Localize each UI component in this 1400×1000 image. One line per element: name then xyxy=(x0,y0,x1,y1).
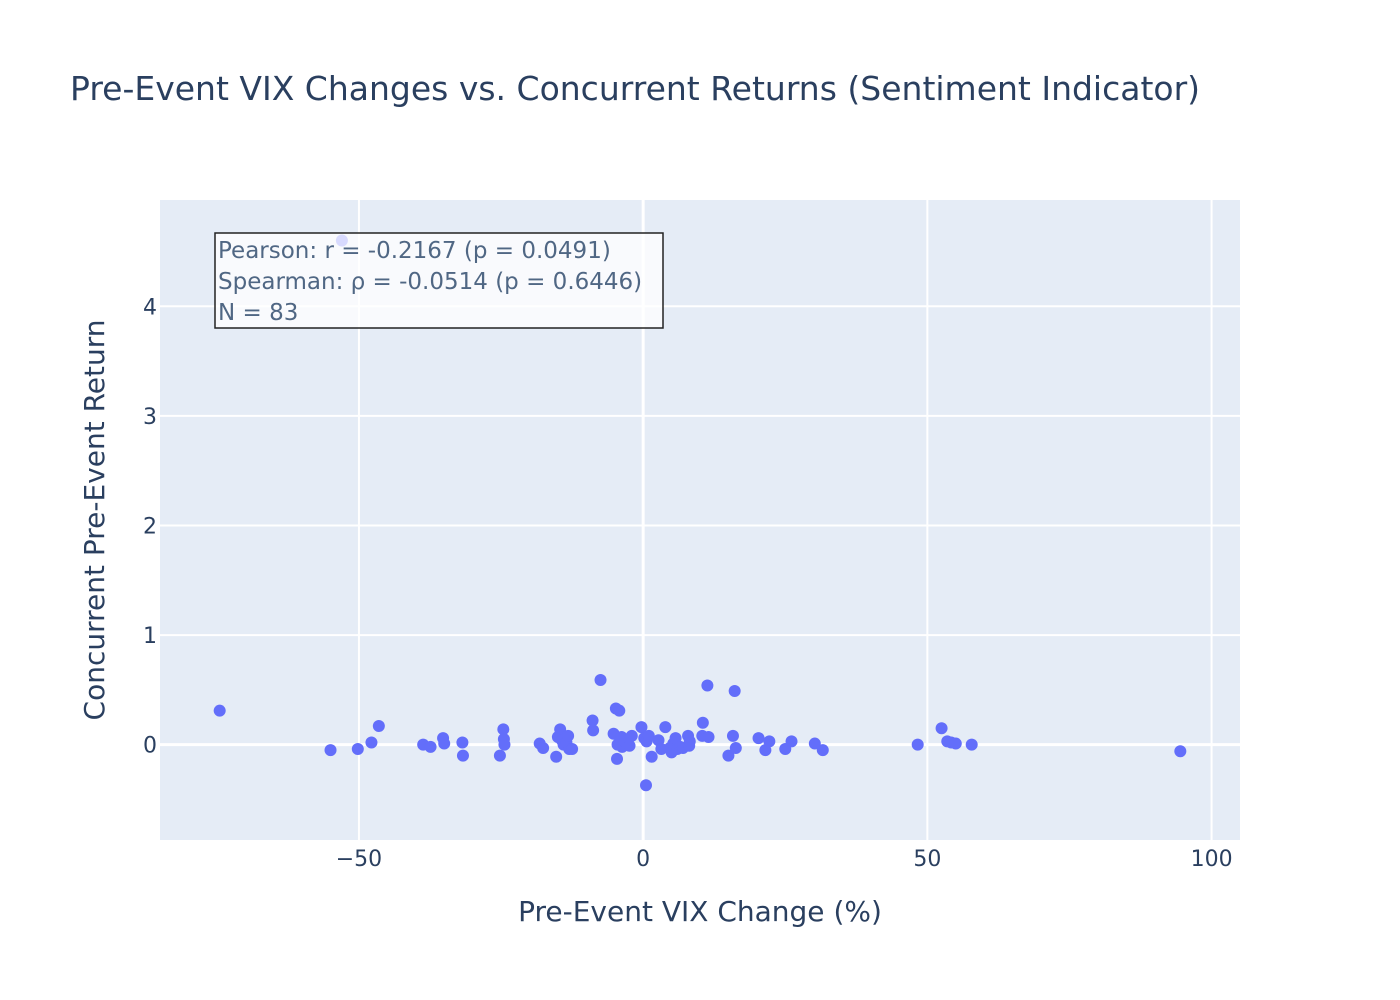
scatter-point[interactable] xyxy=(613,704,626,717)
scatter-point[interactable] xyxy=(1174,745,1187,758)
scatter-point[interactable] xyxy=(763,735,776,748)
stats-annotation: Pearson: r = -0.2167 (p = 0.0491) Spearm… xyxy=(214,232,664,329)
chart-title: Pre-Event VIX Changes vs. Concurrent Ret… xyxy=(70,69,1200,108)
scatter-point[interactable] xyxy=(594,674,607,686)
scatter-point[interactable] xyxy=(625,729,638,742)
scatter-point[interactable] xyxy=(213,704,226,717)
scatter-point[interactable] xyxy=(702,730,715,743)
scatter-point[interactable] xyxy=(642,729,655,742)
x-tick-label: −50 xyxy=(336,847,382,872)
scatter-point[interactable] xyxy=(911,738,924,751)
annotation-n: N = 83 xyxy=(218,300,298,326)
x-tick-label: 0 xyxy=(636,847,650,872)
scatter-point[interactable] xyxy=(498,738,511,751)
scatter-point[interactable] xyxy=(562,729,575,742)
scatter-point[interactable] xyxy=(586,714,599,727)
scatter-point[interactable] xyxy=(456,749,469,762)
scatter-point[interactable] xyxy=(456,736,469,749)
scatter-point[interactable] xyxy=(645,750,658,763)
y-tick-label: 0 xyxy=(143,734,157,759)
scatter-point[interactable] xyxy=(729,741,742,754)
scatter-point[interactable] xyxy=(785,735,798,748)
scatter-point[interactable] xyxy=(696,716,709,729)
y-tick-label: 2 xyxy=(143,514,157,539)
scatter-point[interactable] xyxy=(659,721,672,734)
scatter-point[interactable] xyxy=(935,722,948,735)
scatter-point[interactable] xyxy=(537,741,550,754)
x-tick-label: 100 xyxy=(1191,847,1233,872)
scatter-point[interactable] xyxy=(587,724,600,737)
scatter-point[interactable] xyxy=(949,737,962,750)
tick-labels: −50 0 50 100 0 1 2 3 4 xyxy=(143,295,1233,872)
scatter-point[interactable] xyxy=(438,737,451,750)
scatter-point[interactable] xyxy=(324,744,337,757)
annotation-pearson: Pearson: r = -0.2167 (p = 0.0491) xyxy=(218,238,611,264)
y-tick-label: 1 xyxy=(143,624,157,649)
scatter-point[interactable] xyxy=(640,779,652,792)
scatter-point[interactable] xyxy=(611,752,624,765)
scatter-point[interactable] xyxy=(683,735,696,748)
scatter-point[interactable] xyxy=(726,729,739,742)
scatter-point[interactable] xyxy=(493,749,506,762)
scatter-point[interactable] xyxy=(365,736,378,749)
scatter-point[interactable] xyxy=(965,738,978,751)
scatter-point[interactable] xyxy=(816,744,829,757)
y-tick-label: 3 xyxy=(143,405,157,430)
scatter-point[interactable] xyxy=(550,750,563,763)
scatter-point[interactable] xyxy=(623,739,636,752)
scatter-point[interactable] xyxy=(424,740,437,753)
x-tick-label: 50 xyxy=(913,847,941,872)
scatter-point[interactable] xyxy=(372,720,385,733)
scatter-point[interactable] xyxy=(752,732,765,745)
y-axis-title: Concurrent Pre-Event Return xyxy=(78,320,111,721)
scatter-point[interactable] xyxy=(554,723,567,736)
scatter-point[interactable] xyxy=(351,743,364,756)
annotation-spearman: Spearman: ρ = -0.0514 (p = 0.6446) xyxy=(218,269,642,295)
scatter-point[interactable] xyxy=(728,684,741,697)
y-tick-label: 4 xyxy=(143,295,157,320)
data-points xyxy=(213,234,1187,792)
scatter-point[interactable] xyxy=(566,743,579,756)
scatter-point[interactable] xyxy=(808,737,821,750)
scatter-point[interactable] xyxy=(497,723,510,736)
scatter-point[interactable] xyxy=(722,749,735,762)
annotation-box xyxy=(214,232,664,329)
scatter-point[interactable] xyxy=(701,679,714,692)
scatter-point[interactable] xyxy=(635,721,648,734)
x-axis-title: Pre-Event VIX Change (%) xyxy=(518,895,882,928)
